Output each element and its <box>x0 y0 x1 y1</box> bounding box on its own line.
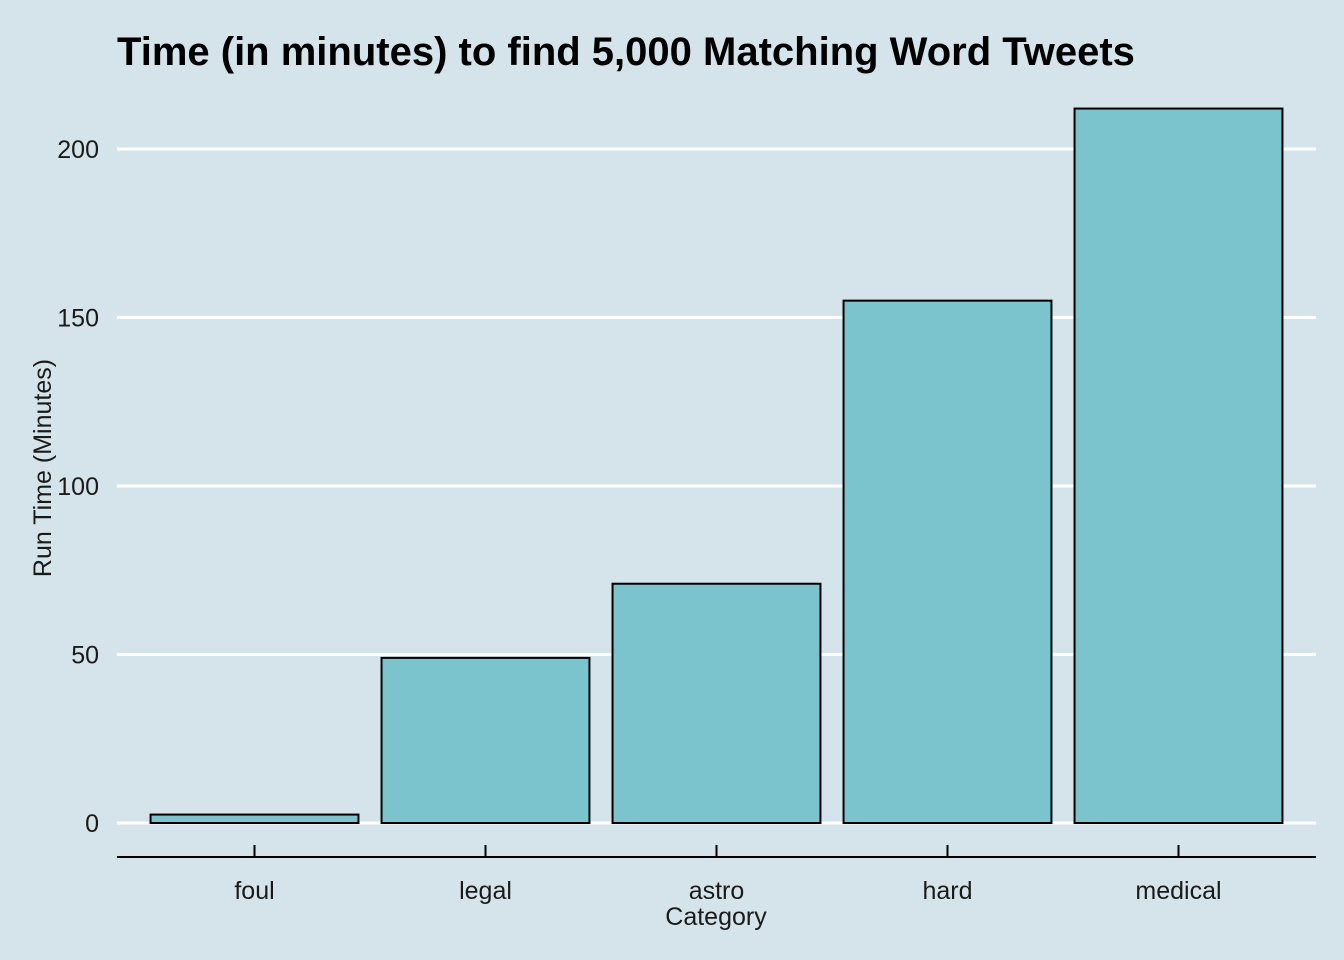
bar-medical <box>1073 107 1284 824</box>
y-tick-label: 100 <box>57 473 99 501</box>
y-tick-label: 50 <box>71 642 99 670</box>
bars <box>149 107 1284 825</box>
y-tick-label: 200 <box>57 136 99 164</box>
y-tick-label: 150 <box>57 305 99 333</box>
bar-legal <box>380 656 591 824</box>
y-axis-title: Run Time (Minutes) <box>29 359 57 577</box>
bar-hard <box>842 299 1053 824</box>
bar-astro <box>611 582 822 824</box>
chart-title: Time (in minutes) to find 5,000 Matching… <box>117 30 1135 74</box>
x-axis <box>117 845 1316 858</box>
x-axis-tick-labels: foul legal astro hard medical <box>234 877 1221 905</box>
x-tick-label-legal: legal <box>459 877 512 905</box>
x-tick-label-medical: medical <box>1135 877 1221 905</box>
y-tick-label: 0 <box>85 810 99 838</box>
x-tick-label-astro: astro <box>689 877 745 905</box>
y-axis-tick-labels: 0 50 100 150 200 <box>57 136 99 838</box>
x-tick-label-foul: foul <box>234 877 274 905</box>
bar-foul <box>149 813 360 825</box>
x-axis-title: Category <box>665 903 767 931</box>
x-tick-label-hard: hard <box>922 877 972 905</box>
